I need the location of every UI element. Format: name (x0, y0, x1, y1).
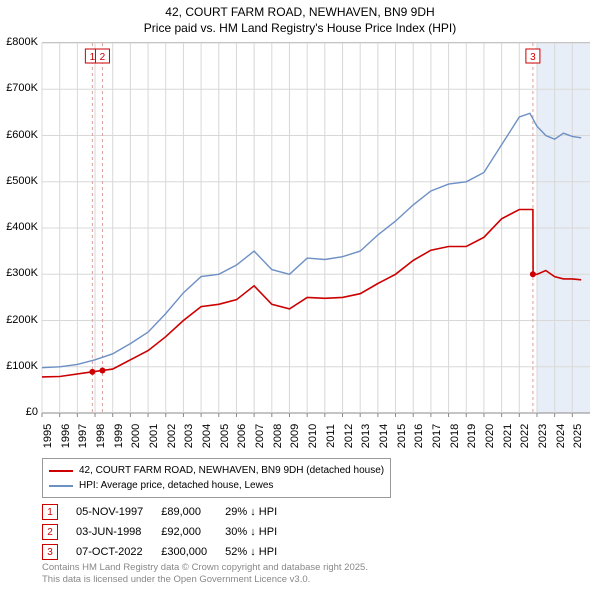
title-block: 42, COURT FARM ROAD, NEWHAVEN, BN9 9DH P… (0, 0, 600, 36)
events-tbody: 1 05-NOV-1997£89,00029% ↓ HPI 2 03-JUN-1998… (42, 502, 295, 562)
event-delta: 30% ↓ HPI (225, 522, 295, 542)
x-tick-label: 2011 (325, 424, 337, 448)
attribution: Contains HM Land Registry data © Crown c… (42, 562, 368, 586)
y-tick-label: £0 (26, 406, 38, 418)
x-tick-label: 2006 (236, 424, 248, 448)
x-tick-label: 2007 (254, 424, 266, 448)
x-tick-label: 2004 (201, 424, 213, 448)
event-marker: 3 (42, 544, 58, 560)
x-tick-label: 2017 (431, 424, 443, 448)
x-tick-label: 2013 (360, 424, 372, 448)
x-tick-label: 2015 (396, 424, 408, 448)
event-marker: 1 (42, 504, 58, 520)
x-tick-label: 1999 (113, 424, 125, 448)
legend-item: 42, COURT FARM ROAD, NEWHAVEN, BN9 9DH (… (49, 463, 384, 478)
x-tick-label: 2020 (484, 424, 496, 448)
event-delta: 29% ↓ HPI (225, 502, 295, 522)
plot-area: 12 3 (42, 42, 590, 412)
event-price: £300,000 (161, 542, 225, 562)
events-table: 1 05-NOV-1997£89,00029% ↓ HPI 2 03-JUN-1998… (42, 502, 295, 562)
attribution-line-2: This data is licensed under the Open Gov… (42, 574, 368, 586)
y-tick-label: £400K (6, 221, 38, 233)
y-tick-label: £500K (6, 175, 38, 187)
event-price: £89,000 (161, 502, 225, 522)
title-line-1: 42, COURT FARM ROAD, NEWHAVEN, BN9 9DH (0, 4, 600, 20)
x-tick-label: 2010 (307, 424, 319, 448)
attribution-line-1: Contains HM Land Registry data © Crown c… (42, 562, 368, 574)
legend-swatch (49, 485, 73, 487)
x-tick-label: 2009 (289, 424, 301, 448)
x-tick-label: 2014 (378, 424, 390, 448)
chart-container: 42, COURT FARM ROAD, NEWHAVEN, BN9 9DH P… (0, 0, 600, 590)
x-tick-label: 2019 (466, 424, 478, 448)
x-tick-label: 2025 (572, 424, 584, 448)
x-tick-label: 1998 (95, 424, 107, 448)
event-date: 03-JUN-1998 (76, 522, 161, 542)
x-tick-label: 2008 (272, 424, 284, 448)
y-tick-label: £100K (6, 360, 38, 372)
x-tick-label: 2021 (502, 424, 514, 448)
legend-swatch (49, 470, 73, 472)
event-row: 2 03-JUN-1998£92,00030% ↓ HPI (42, 522, 295, 542)
chart-svg: 12 3 (42, 43, 589, 412)
x-tick-label: 2003 (183, 424, 195, 448)
event-delta: 52% ↓ HPI (225, 542, 295, 562)
y-tick-label: £300K (6, 267, 38, 279)
x-tick-label: 2023 (537, 424, 549, 448)
event-row: 3 07-OCT-2022£300,00052% ↓ HPI (42, 542, 295, 562)
x-tick-label: 2022 (519, 424, 531, 448)
event-date: 07-OCT-2022 (76, 542, 161, 562)
legend: 42, COURT FARM ROAD, NEWHAVEN, BN9 9DH (… (42, 458, 391, 498)
x-tick-label: 1996 (60, 424, 72, 448)
x-tick-label: 2012 (343, 424, 355, 448)
x-tick-label: 2001 (148, 424, 160, 448)
event-row: 1 05-NOV-1997£89,00029% ↓ HPI (42, 502, 295, 522)
x-tick-label: 2018 (449, 424, 461, 448)
legend-label: 42, COURT FARM ROAD, NEWHAVEN, BN9 9DH (… (79, 463, 384, 478)
x-tick-label: 1995 (42, 424, 54, 448)
x-tick-label: 1997 (77, 424, 89, 448)
event-date: 05-NOV-1997 (76, 502, 161, 522)
x-tick-label: 2024 (555, 424, 567, 448)
x-tick-label: 2016 (413, 424, 425, 448)
y-tick-label: £700K (6, 82, 38, 94)
x-tick-label: 2000 (130, 424, 142, 448)
legend-label: HPI: Average price, detached house, Lewe… (79, 478, 273, 493)
y-tick-label: £200K (6, 314, 38, 326)
x-tick-label: 2002 (166, 424, 178, 448)
y-axis-ticks: £0£100K£200K£300K£400K£500K£600K£700K£80… (0, 42, 40, 412)
y-tick-label: £800K (6, 36, 38, 48)
y-tick-label: £600K (6, 129, 38, 141)
svg-text:1: 1 (90, 52, 96, 63)
event-marker: 2 (42, 524, 58, 540)
legend-item: HPI: Average price, detached house, Lewe… (49, 478, 384, 493)
x-tick-label: 2005 (219, 424, 231, 448)
title-line-2: Price paid vs. HM Land Registry's House … (0, 20, 600, 36)
svg-text:3: 3 (530, 52, 536, 63)
svg-text:2: 2 (100, 52, 106, 63)
x-axis-ticks: 1995 1996 1997 1998 1999 2000 2001 2002 2003 2004… (42, 412, 590, 462)
event-price: £92,000 (161, 522, 225, 542)
